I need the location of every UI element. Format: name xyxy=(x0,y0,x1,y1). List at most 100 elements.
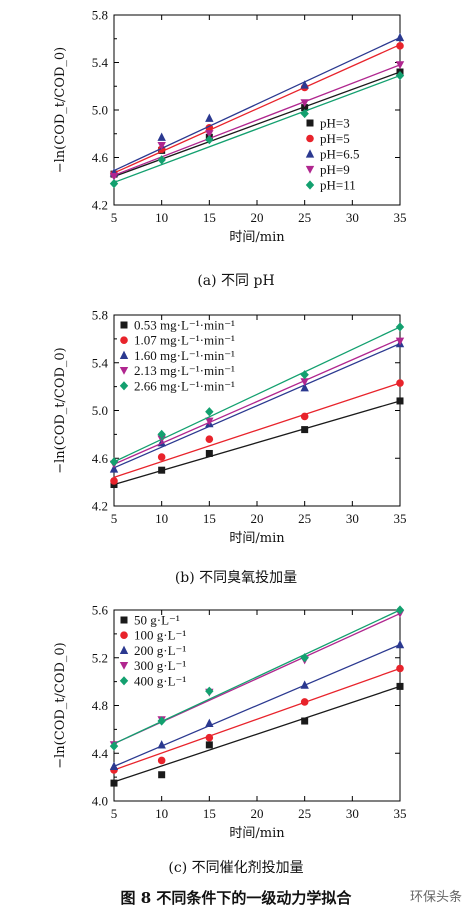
legend-marker xyxy=(120,616,128,624)
fit-line xyxy=(113,685,401,783)
data-point xyxy=(300,698,309,706)
data-point xyxy=(109,457,119,467)
data-point xyxy=(205,718,214,728)
legend-label: pH=6.5 xyxy=(320,147,359,162)
data-point xyxy=(301,426,309,434)
x-tick-label: 10 xyxy=(155,806,168,821)
chart-a: 5 10 15 20 25 30 35 4.2 4.6 5.0 5.4 5.8 时间/min −ln(CO… xyxy=(53,8,407,246)
legend-marker xyxy=(119,350,129,359)
data-point xyxy=(396,664,404,673)
x-tick-label: 20 xyxy=(251,806,264,821)
data-point xyxy=(157,155,166,165)
watermark: 环保头条 xyxy=(410,889,462,905)
y-tick-label: 5.2 xyxy=(92,650,108,665)
data-point xyxy=(205,407,214,417)
x-tick-label: 25 xyxy=(298,210,311,225)
legend-marker xyxy=(119,645,129,654)
data-point xyxy=(110,477,118,485)
data-point xyxy=(205,741,213,749)
data-point xyxy=(395,32,405,42)
legend-marker xyxy=(119,662,129,670)
legend-marker xyxy=(119,367,129,375)
legend-label: pH=9 xyxy=(320,162,350,177)
x-tick-label: 25 xyxy=(298,511,311,526)
data-point xyxy=(109,179,119,189)
fit-line xyxy=(113,667,401,771)
y-tick-label: 4.6 xyxy=(92,150,109,165)
y-tick-label: 4.8 xyxy=(92,698,108,713)
legend-label: 2.13 mg·L⁻¹·min⁻¹ xyxy=(134,363,235,378)
data-point xyxy=(158,771,166,779)
data-point xyxy=(157,740,166,749)
y-tick-label: 5.8 xyxy=(92,8,108,23)
legend-marker xyxy=(120,336,128,345)
x-tick-label: 25 xyxy=(298,806,311,821)
data-point xyxy=(300,680,309,689)
x-tick-label: 20 xyxy=(251,511,264,526)
legend-marker xyxy=(305,149,315,158)
data-point xyxy=(300,80,309,89)
legend-marker xyxy=(305,165,315,174)
data-point xyxy=(205,686,214,696)
data-point xyxy=(396,682,404,690)
data-point xyxy=(157,132,166,141)
x-axis-title: 时间/min xyxy=(229,826,285,841)
data-point xyxy=(157,716,166,726)
legend-label: 1.60 mg·L⁻¹·min⁻¹ xyxy=(134,348,235,363)
data-point xyxy=(300,378,309,387)
data-point xyxy=(396,379,404,387)
legend-marker xyxy=(306,119,314,127)
data-point xyxy=(300,99,309,108)
data-point xyxy=(158,466,166,474)
caption-a: (a) 不同 pH xyxy=(197,273,274,289)
legend-marker xyxy=(119,676,129,686)
data-point xyxy=(157,756,166,765)
y-tick-label: 4.6 xyxy=(92,451,109,466)
x-tick-label: 15 xyxy=(203,210,216,225)
data-point xyxy=(395,337,405,346)
legend-label: 300 g·L⁻¹ xyxy=(134,658,186,673)
x-axis-title: 时间/min xyxy=(229,531,285,546)
x-tick-label: 35 xyxy=(394,511,407,526)
fit-line xyxy=(113,74,401,184)
legend-label: 50 g·L⁻¹ xyxy=(134,613,180,628)
y-tick-label: 5.4 xyxy=(92,355,109,370)
y-axis-title: −ln(COD_t/COD_0) xyxy=(53,347,68,474)
data-point xyxy=(396,42,404,50)
y-axis-title: −ln(COD_t/COD_0) xyxy=(53,642,68,769)
legend-marker xyxy=(120,321,128,329)
caption-b: (b) 不同臭氧投加量 xyxy=(175,570,297,586)
data-point xyxy=(157,142,166,150)
data-point xyxy=(395,605,405,615)
data-point xyxy=(205,135,214,145)
y-tick-label: 5.0 xyxy=(92,103,108,118)
x-tick-label: 5 xyxy=(111,806,118,821)
data-point xyxy=(300,383,309,392)
y-axis-title: −ln(COD_t/COD_0) xyxy=(53,47,68,174)
data-point xyxy=(109,761,119,770)
x-tick-label: 20 xyxy=(251,210,264,225)
caption-c: (c) 不同催化剂投加量 xyxy=(168,860,303,876)
x-axis-title: 时间/min xyxy=(229,230,285,245)
y-tick-label: 4.4 xyxy=(92,746,109,761)
fit-line xyxy=(113,343,401,469)
data-point xyxy=(205,449,213,457)
legend-label: pH=5 xyxy=(320,131,350,146)
legend-label: 100 g·L⁻¹ xyxy=(134,628,186,643)
x-tick-label: 35 xyxy=(394,210,407,225)
data-point xyxy=(301,717,309,725)
data-point xyxy=(109,172,119,181)
chart-b: 5 10 15 20 25 30 35 4.2 4.6 5.0 5.4 5.8 时间/min −ln(CO… xyxy=(53,308,407,547)
y-tick-label: 5.8 xyxy=(92,308,108,323)
legend-label: pH=11 xyxy=(320,178,356,193)
data-point xyxy=(300,412,309,421)
y-tick-label: 4.0 xyxy=(92,794,108,809)
data-point xyxy=(205,435,214,443)
data-point xyxy=(157,429,166,439)
y-tick-label: 5.6 xyxy=(92,603,109,618)
y-tick-label: 5.4 xyxy=(92,55,109,70)
x-tick-label: 10 xyxy=(155,210,168,225)
data-point xyxy=(300,108,309,119)
data-point xyxy=(157,453,166,461)
x-tick-label: 35 xyxy=(394,806,407,821)
